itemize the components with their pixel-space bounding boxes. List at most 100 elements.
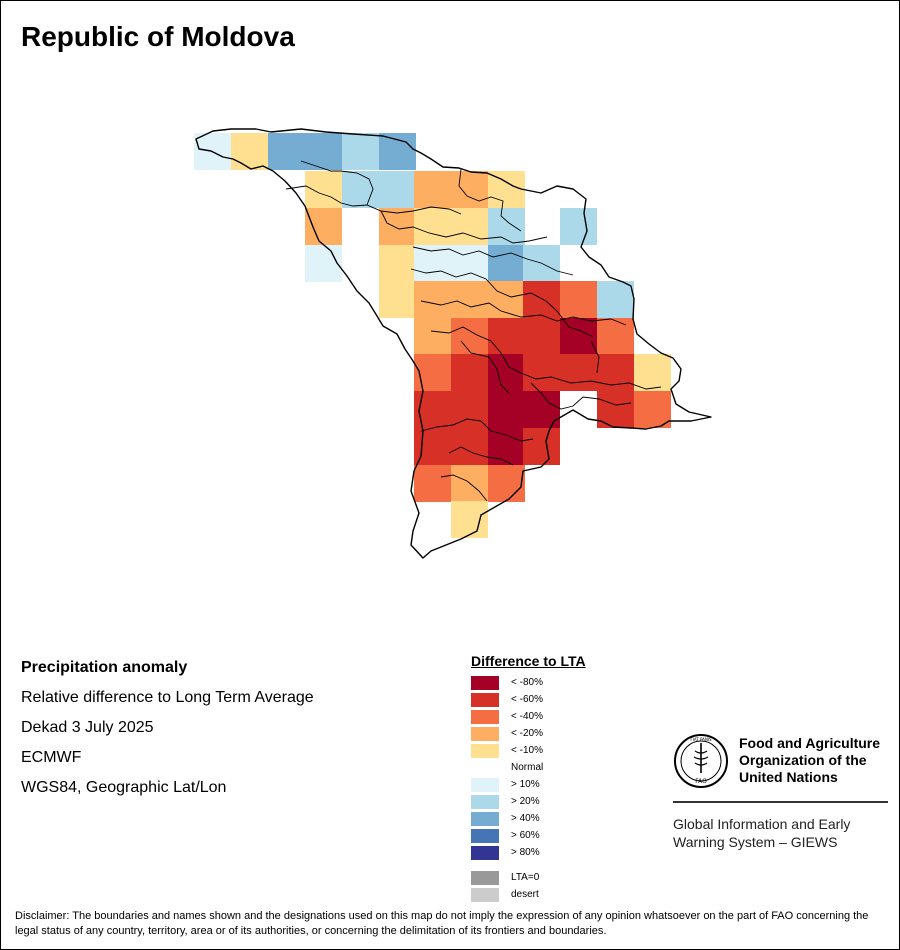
grid-cell-lt10: [488, 171, 525, 208]
legend-swatch: [471, 829, 499, 843]
legend-label: < -80%: [511, 677, 543, 688]
legend-swatch: [471, 778, 499, 792]
legend-swatch: [471, 812, 499, 826]
grid-cell-gt20: [342, 133, 379, 170]
grid-cell-lt20: [451, 171, 488, 208]
grid-cell-lt60: [597, 354, 634, 391]
fao-divider: [673, 801, 888, 803]
legend-label: > 10%: [511, 779, 540, 790]
grid-cell-gt20: [488, 208, 525, 245]
legend-item-lt60: < -60%: [471, 692, 671, 709]
grid-cell-lt10: [451, 208, 488, 245]
legend-label: < -60%: [511, 694, 543, 705]
legend-label: desert: [511, 889, 539, 900]
map-title: Republic of Moldova: [21, 21, 295, 52]
fao-name-line2: Organization of the: [739, 752, 867, 768]
grid-cell-gt10: [305, 245, 342, 282]
legend-label: > 60%: [511, 830, 540, 841]
grid-cell-lt20: [414, 281, 451, 318]
legend-extra: LTA=0 desert: [471, 870, 671, 904]
legend-swatch: [471, 871, 499, 885]
legend-item-gt40: > 40%: [471, 811, 671, 828]
legend-item-lt80: < -80%: [471, 675, 671, 692]
grid-cell-lt60: [523, 428, 560, 465]
district-boundaries: [285, 160, 662, 502]
grid-cell-gt10: [451, 245, 488, 282]
legend-item-gt60: > 60%: [471, 828, 671, 845]
map-info: Precipitation anomaly Relative differenc…: [21, 657, 441, 807]
grid-cell-lt80: [523, 391, 560, 428]
legend-swatch: [471, 710, 499, 724]
grid-cell-gt20: [597, 281, 634, 318]
grid-cell-lt10: [451, 501, 488, 538]
info-projection: WGS84, Geographic Lat/Lon: [21, 779, 227, 796]
grid-cell-lt60: [560, 354, 597, 391]
grid-cell-lt60: [523, 281, 560, 318]
fao-logo-motto: FIAT PANIS: [690, 737, 712, 742]
legend-item-normal: Normal: [471, 760, 671, 777]
grid-cell-lt40: [451, 318, 488, 355]
legend-swatch: [471, 727, 499, 741]
anomaly-map: [194, 128, 712, 559]
legend-swatch: [471, 846, 499, 860]
giews-line1: Global Information and Early: [673, 816, 851, 832]
info-heading: Precipitation anomaly: [21, 659, 188, 676]
legend-item-lt40: < -40%: [471, 709, 671, 726]
grid-cell-lt10: [305, 171, 342, 208]
grid-cell-lt40: [560, 281, 597, 318]
grid-cell-lt40: [488, 465, 525, 502]
legend-label: > 40%: [511, 813, 540, 824]
legend-label: < -40%: [511, 711, 543, 722]
grid-cell-lt80: [560, 318, 597, 355]
grid-cell-lt40: [597, 318, 634, 355]
info-period: Dekad 3 July 2025: [21, 719, 154, 736]
grid-cell-lt60: [451, 354, 488, 391]
legend-swatch: [471, 795, 499, 809]
legend-label: < -20%: [511, 728, 543, 739]
legend-label: > 20%: [511, 796, 540, 807]
legend-item-lt20: < -20%: [471, 726, 671, 743]
grid-cell-lt20: [414, 171, 451, 208]
giews-name: Global Information and Early Warning Sys…: [673, 815, 893, 851]
grid-cell-lt60: [451, 428, 488, 465]
info-subtitle: Relative difference to Long Term Average: [21, 689, 314, 706]
grid-cell-lt40: [414, 354, 451, 391]
grid-cell-lt20: [451, 281, 488, 318]
grid-cell-lt60: [523, 354, 560, 391]
grid-cell-gt40: [379, 133, 416, 170]
grid-cell-lt10: [634, 354, 671, 391]
grid-cell-lt40: [414, 465, 451, 502]
grid-cell-lt10: [379, 281, 416, 318]
country-outline: [195, 128, 712, 559]
legend-item-gt10: > 10%: [471, 777, 671, 794]
legend-swatch: [471, 676, 499, 690]
grid-cell-lt80: [488, 354, 525, 391]
grid-cell-lt20: [488, 281, 525, 318]
legend: Difference to LTA < -80% < -60% < -40% < -2…: [471, 653, 671, 904]
grid-cell-lt20: [305, 208, 342, 245]
grid-cell-lt80: [488, 428, 525, 465]
grid-cell-lt10: [231, 133, 268, 170]
info-source: ECMWF: [21, 749, 82, 766]
grid-cell-gt20: [379, 171, 416, 208]
legend-label: Normal: [511, 762, 544, 773]
legend-item-desert: desert: [471, 887, 671, 904]
legend-swatch: [471, 693, 499, 707]
grid-cell-lt60: [414, 391, 451, 428]
grid-cell-lt40: [634, 391, 671, 428]
grid-cells: [194, 133, 671, 538]
legend-item-lt10: < -10%: [471, 743, 671, 760]
grid-cell-gt20: [560, 208, 597, 245]
disclaimer: Disclaimer: The boundaries and names sho…: [15, 910, 869, 937]
grid-cell-lt20: [379, 208, 416, 245]
giews-line2: Warning System – GIEWS: [673, 834, 838, 850]
legend-swatch: [471, 888, 499, 902]
grid-cell-gt20: [342, 171, 379, 208]
grid-cell-lt10: [414, 208, 451, 245]
legend-item-gt20: > 20%: [471, 794, 671, 811]
fao-name-line1: Food and Agriculture: [739, 735, 881, 751]
grid-cell-lt60: [488, 318, 525, 355]
fao-name-line3: United Nations: [739, 769, 838, 785]
legend-swatch: [471, 744, 499, 758]
grid-cell-gt40: [268, 133, 305, 170]
